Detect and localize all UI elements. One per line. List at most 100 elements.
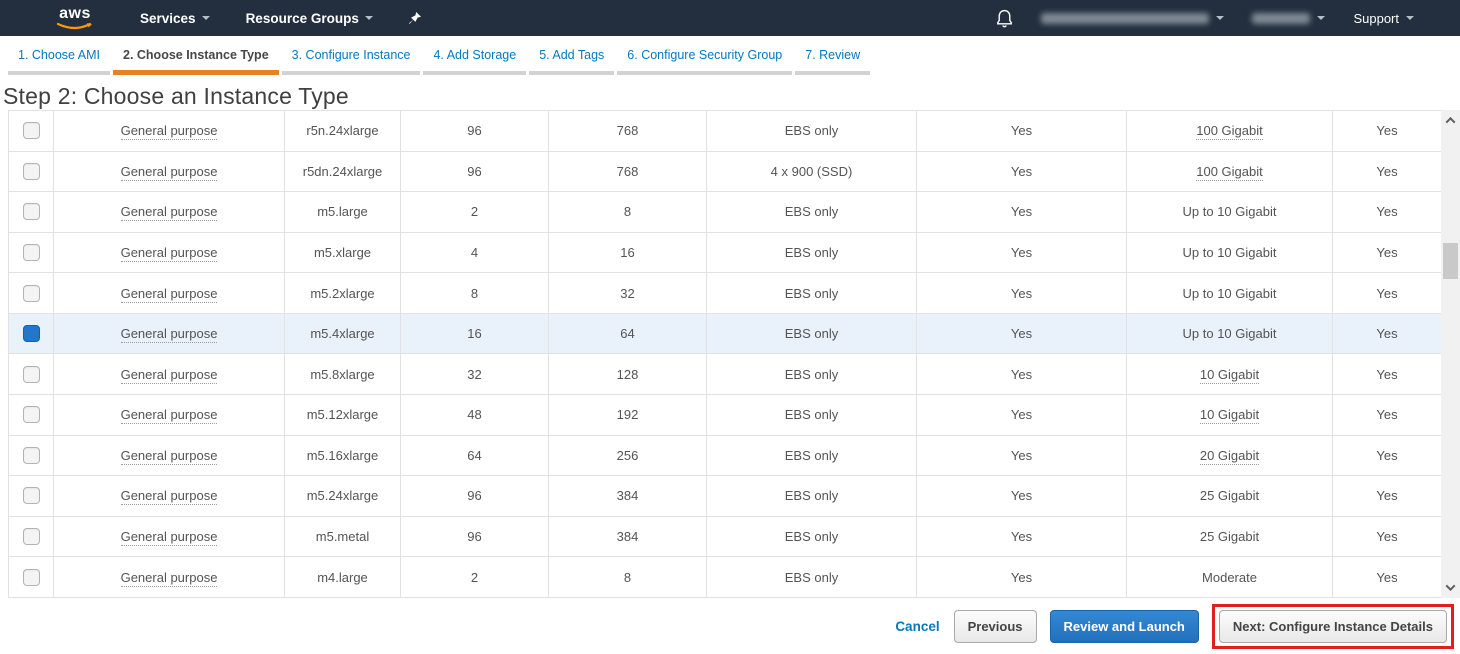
instance-table: General purpose r5n.24xlarge 96 768 EBS only…: [8, 110, 1441, 598]
table-row[interactable]: General purpose m5.metal 96 384 EBS only Yes 2…: [8, 515, 1441, 558]
support-label: Support: [1353, 10, 1399, 26]
scroll-down-button[interactable]: [1441, 579, 1460, 596]
tab-step-2[interactable]: 2. Choose Instance Type: [113, 36, 279, 75]
next-configure-instance-details-button[interactable]: Next: Configure Instance Details: [1218, 609, 1447, 643]
cell-type: m5.2xlarge: [284, 272, 401, 314]
cell-ebs-optimized-text: Yes: [1010, 285, 1033, 301]
row-checkbox[interactable]: [22, 446, 40, 464]
account-menu[interactable]: [1041, 12, 1225, 24]
cell-family: General purpose: [53, 110, 285, 152]
cell-ebs-optimized: Yes: [916, 110, 1127, 152]
row-checkbox[interactable]: [22, 365, 40, 383]
cell-ebs-optimized-text: Yes: [1010, 447, 1033, 463]
select-cell: [8, 191, 54, 233]
cell-ebs-optimized-text: Yes: [1010, 529, 1033, 545]
cell-type-text: m5.16xlarge: [306, 447, 379, 463]
aws-logo[interactable]: aws: [56, 5, 94, 31]
cell-memory: 8: [548, 556, 707, 598]
row-checkbox[interactable]: [22, 487, 40, 505]
tab-step-5[interactable]: 5. Add Tags: [529, 36, 615, 75]
nav-resource-groups[interactable]: Resource Groups: [246, 11, 373, 26]
table-row[interactable]: General purpose r5n.24xlarge 96 768 EBS only…: [8, 110, 1441, 152]
cell-ebs-optimized: Yes: [916, 191, 1127, 233]
row-checkbox[interactable]: [22, 528, 40, 546]
table-row[interactable]: General purpose m5.24xlarge 96 384 EBS only Y…: [8, 475, 1441, 517]
row-checkbox[interactable]: [22, 568, 40, 586]
cell-type-text: m5.4xlarge: [310, 326, 375, 342]
cell-network: 100 Gigabit: [1126, 110, 1333, 152]
cell-vcpus-text: 96: [467, 488, 482, 504]
row-checkbox[interactable]: [22, 244, 40, 262]
row-checkbox[interactable]: [22, 162, 40, 180]
cell-vcpus: 2: [400, 191, 549, 233]
cell-family: General purpose: [53, 515, 285, 558]
tab-step-1[interactable]: 1. Choose AMI: [8, 36, 110, 75]
support-menu[interactable]: Support: [1353, 11, 1414, 26]
cell-storage-text: EBS only: [784, 447, 839, 463]
tab-step-3[interactable]: 3. Configure Instance: [281, 36, 421, 75]
nav-services[interactable]: Services: [140, 11, 210, 26]
cell-storage-text: 4 x 900 (SSD): [770, 163, 853, 179]
cell-network: 25 Gigabit: [1126, 475, 1333, 517]
row-checkbox[interactable]: [22, 203, 40, 221]
row-checkbox[interactable]: [22, 284, 40, 302]
cell-storage: EBS only: [706, 231, 917, 274]
cell-memory-text: 256: [616, 447, 639, 463]
cell-ipv6-text: Yes: [1376, 569, 1398, 585]
cell-ebs-optimized-text: Yes: [1010, 163, 1033, 179]
region-menu[interactable]: [1252, 12, 1326, 24]
cell-storage-text: EBS only: [784, 488, 839, 504]
tab-step-4[interactable]: 4. Add Storage: [423, 36, 527, 75]
cell-ipv6: Yes: [1332, 394, 1441, 436]
row-checkbox[interactable]: [22, 406, 40, 424]
cell-family: General purpose: [53, 191, 285, 233]
pin-icon[interactable]: [407, 11, 422, 26]
previous-button[interactable]: Previous: [953, 609, 1037, 643]
cell-family: General purpose: [53, 394, 285, 436]
cell-memory-text: 128: [616, 366, 639, 382]
cell-type-text: m5.12xlarge: [306, 407, 379, 423]
table-row[interactable]: General purpose m5.xlarge 4 16 EBS only Yes Up…: [8, 231, 1441, 274]
table-row[interactable]: General purpose m4.large 2 8 EBS only Yes Mode…: [8, 556, 1441, 598]
vertical-scrollbar[interactable]: [1441, 110, 1460, 598]
cell-network-text: Up to 10 Gigabit: [1182, 245, 1277, 261]
cell-ebs-optimized: Yes: [916, 515, 1127, 558]
table-row[interactable]: General purpose m5.8xlarge 32 128 EBS only Ye…: [8, 353, 1441, 396]
table-row[interactable]: General purpose m5.2xlarge 8 32 EBS only Yes U…: [8, 272, 1441, 314]
cell-storage-text: EBS only: [784, 407, 839, 423]
cell-type: m5.24xlarge: [284, 475, 401, 517]
table-row[interactable]: General purpose m5.4xlarge 16 64 EBS only Yes…: [8, 312, 1441, 355]
cell-memory-text: 192: [616, 407, 639, 423]
cell-network-text: 10 Gigabit: [1199, 407, 1260, 425]
table-row[interactable]: General purpose m5.large 2 8 EBS only Yes Up t…: [8, 191, 1441, 233]
cell-type-text: m5.metal: [315, 529, 370, 545]
table-row[interactable]: General purpose r5dn.24xlarge 96 768 4 x 900…: [8, 150, 1441, 193]
cell-vcpus-text: 4: [470, 245, 479, 261]
cell-memory-text: 384: [616, 529, 639, 545]
cell-type: r5n.24xlarge: [284, 110, 401, 152]
cell-type: r5dn.24xlarge: [284, 150, 401, 193]
table-row[interactable]: General purpose m5.16xlarge 64 256 EBS only Y…: [8, 434, 1441, 477]
select-cell: [8, 231, 54, 274]
cell-network: Up to 10 Gigabit: [1126, 191, 1333, 233]
select-cell: [8, 110, 54, 152]
table-row[interactable]: General purpose m5.12xlarge 48 192 EBS only Y…: [8, 394, 1441, 436]
chevron-down-icon: [1406, 16, 1414, 20]
notifications-bell[interactable]: [996, 9, 1013, 28]
cell-vcpus: 2: [400, 556, 549, 598]
cancel-link[interactable]: Cancel: [895, 618, 940, 634]
scroll-up-button[interactable]: [1441, 112, 1460, 129]
cell-ipv6-text: Yes: [1376, 204, 1398, 220]
wizard-footer: Cancel Previous Review and Launch Next: …: [0, 598, 1460, 654]
scrollbar-thumb[interactable]: [1443, 243, 1458, 279]
tab-step-7[interactable]: 7. Review: [795, 36, 871, 75]
cell-vcpus: 96: [400, 150, 549, 193]
cell-vcpus: 64: [400, 434, 549, 477]
tab-step-6[interactable]: 6. Configure Security Group: [617, 36, 793, 75]
row-checkbox-checked[interactable]: [22, 325, 40, 343]
cell-storage: EBS only: [706, 191, 917, 233]
cell-ipv6: Yes: [1332, 231, 1441, 274]
review-and-launch-button[interactable]: Review and Launch: [1049, 609, 1199, 643]
row-checkbox[interactable]: [22, 122, 40, 140]
page-title: Step 2: Choose an Instance Type: [3, 83, 349, 109]
